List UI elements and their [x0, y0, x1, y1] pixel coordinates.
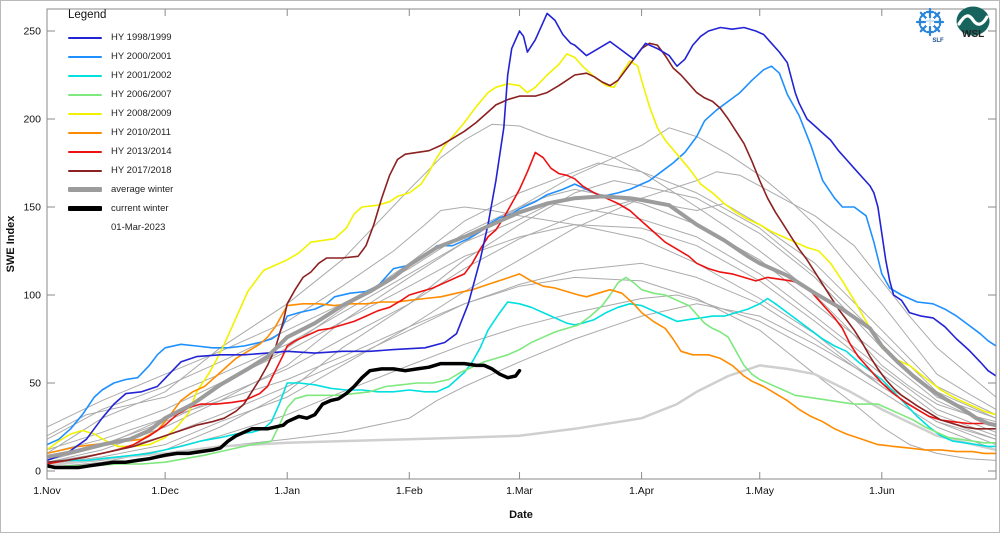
y-axis-ticks: 0 50 100 150 200 250: [23, 26, 996, 478]
x-tick-label: 1.May: [745, 485, 774, 497]
y-tick-label: 0: [35, 466, 41, 478]
series-hy-1998-1999: [47, 12, 996, 462]
series-other-winter-b: [47, 127, 996, 463]
x-tick-label: 1.Mar: [506, 485, 533, 497]
series-other-winter-n: [47, 276, 996, 461]
series-other-winter-g: [47, 224, 996, 451]
legend-row-current-winter: current winter: [68, 199, 173, 218]
snowflake-bar: [919, 11, 927, 19]
wsl-logo-text: WSL: [962, 29, 984, 40]
legend-line-swatch: [68, 74, 102, 77]
plot-frame: [46, 8, 997, 480]
legend-row-hy-1998-1999: HY 1998/1999: [68, 28, 173, 47]
x-axis-title: Date: [509, 509, 533, 521]
x-tick-label: 1.Nov: [33, 485, 61, 497]
series-other-winter-k: [47, 203, 996, 437]
wsl-logo: WSL: [956, 6, 990, 40]
legend-label: HY 2001/2002: [111, 70, 172, 81]
snowflake-bar: [933, 11, 941, 19]
legend-line-swatch: [68, 112, 102, 115]
series-hy-2017-2018: [47, 42, 996, 464]
legend-label: HY 2008/2009: [111, 108, 172, 119]
legend-row-average-winter: average winter: [68, 180, 173, 199]
legend: Legend HY 1998/1999 HY 2000/2001 HY 2001/2…: [68, 9, 173, 237]
series-other-winter-c: [47, 188, 996, 440]
legend-row-hy-2013-2014: HY 2013/2014: [68, 142, 173, 161]
legend-label: HY 2000/2001: [111, 51, 172, 62]
wsl-wave: [957, 14, 989, 26]
x-tick-label: 1.Jun: [869, 485, 895, 497]
legend-line-swatch: [68, 150, 102, 153]
series-hy-2000-2001: [47, 65, 996, 446]
legend-label: HY 2013/2014: [111, 146, 172, 157]
legend-line-swatch: [68, 206, 102, 211]
legend-line-swatch: [68, 169, 102, 172]
series-other-winter-e: [47, 206, 996, 440]
slf-logo: SLF: [915, 7, 945, 44]
y-tick-label: 250: [23, 26, 41, 38]
series-hy-2006-2007: [47, 276, 996, 469]
legend-date-note: 01-Mar-2023: [111, 222, 166, 233]
legend-title: Legend: [68, 9, 107, 21]
y-tick-label: 200: [23, 114, 41, 126]
legend-line-swatch: [68, 36, 102, 39]
slf-logo-text: SLF: [932, 38, 944, 44]
legend-label: HY 2010/2011: [111, 127, 171, 138]
x-axis-ticks: 1.Nov 1.Dec 1.Jan 1.Feb 1.Mar 1.Apr 1.May 1.Jun: [33, 9, 895, 497]
x-tick-label: 1.Dec: [151, 485, 178, 497]
snowflake-bar: [933, 25, 941, 33]
legend-label: HY 1998/1999: [111, 32, 172, 43]
series-other-winter-m: [47, 171, 996, 465]
legend-row-hy-2001-2002: HY 2001/2002: [68, 66, 173, 85]
plot-background: [47, 9, 996, 479]
legend-row-hy-2000-2001: HY 2000/2001: [68, 47, 173, 66]
series-current-winter: [47, 361, 522, 470]
y-axis-title: SWE Index: [5, 215, 17, 273]
x-tick-label: 1.Jan: [274, 485, 300, 497]
series-average-winter: [47, 194, 996, 459]
legend-label: average winter: [111, 184, 174, 195]
x-tick-label: 1.Feb: [396, 485, 423, 497]
legend-label: current winter: [111, 203, 169, 214]
legend-line-swatch: [68, 187, 102, 192]
series-other-winter-h: [47, 262, 996, 463]
y-tick-label: 100: [23, 290, 41, 302]
legend-row-hy-2008-2009: HY 2008/2009: [68, 104, 173, 123]
y-tick-label: 50: [29, 378, 41, 390]
legend-line-swatch: [68, 131, 102, 134]
x-tick-label: 1.Apr: [629, 485, 655, 497]
snowflake-bar: [919, 25, 927, 33]
legend-line-swatch: [68, 55, 102, 58]
legend-row-hy-2010-2011: HY 2010/2011: [68, 123, 173, 142]
series-hy-2010-2011: [47, 273, 996, 455]
series-other-winter-o: [47, 364, 996, 467]
legend-label: HY 2017/2018: [111, 165, 172, 176]
series-lines: [47, 12, 996, 470]
y-tick-label: 150: [23, 202, 41, 214]
series-hy-2013-2014: [47, 151, 996, 465]
logo-group: SLF WSL: [912, 6, 991, 46]
series-hy-2008-2009: [47, 53, 996, 451]
legend-label: HY 2006/2007: [111, 89, 172, 100]
legend-entries: HY 1998/1999 HY 2000/2001 HY 2001/2002 HY 2…: [68, 28, 173, 218]
legend-row-hy-2006-2007: HY 2006/2007: [68, 85, 173, 104]
series-other-winter-f: [47, 197, 996, 458]
series-other-winter-i: [47, 294, 996, 467]
legend-row-hy-2017-2018: HY 2017/2018: [68, 161, 173, 180]
legend-line-swatch: [68, 93, 102, 96]
